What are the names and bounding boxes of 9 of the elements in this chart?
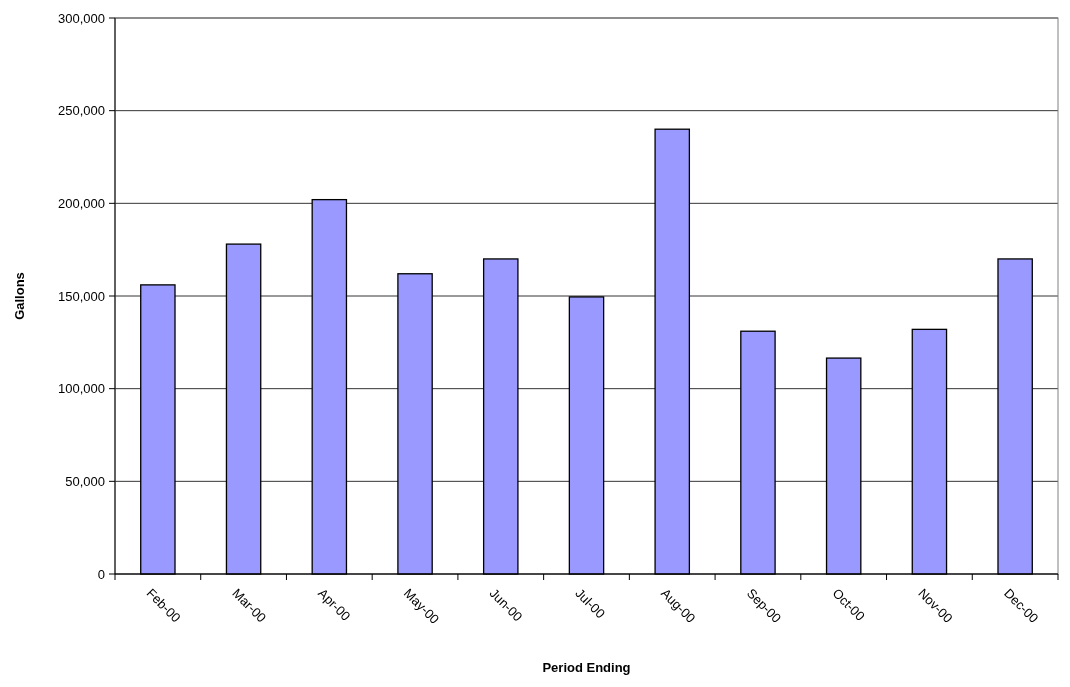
- y-axis-title: Gallons: [12, 272, 27, 320]
- y-tick-label: 0: [97, 566, 105, 582]
- y-tick-label: 200,000: [58, 195, 105, 211]
- y-tick-label: 100,000: [58, 381, 105, 397]
- x-axis-title: Period Ending: [542, 660, 631, 675]
- y-tick-label: 50,000: [65, 473, 105, 489]
- y-tick-label: 300,000: [58, 10, 105, 26]
- y-tick-label: 250,000: [58, 103, 105, 119]
- y-tick-label: 150,000: [58, 288, 105, 304]
